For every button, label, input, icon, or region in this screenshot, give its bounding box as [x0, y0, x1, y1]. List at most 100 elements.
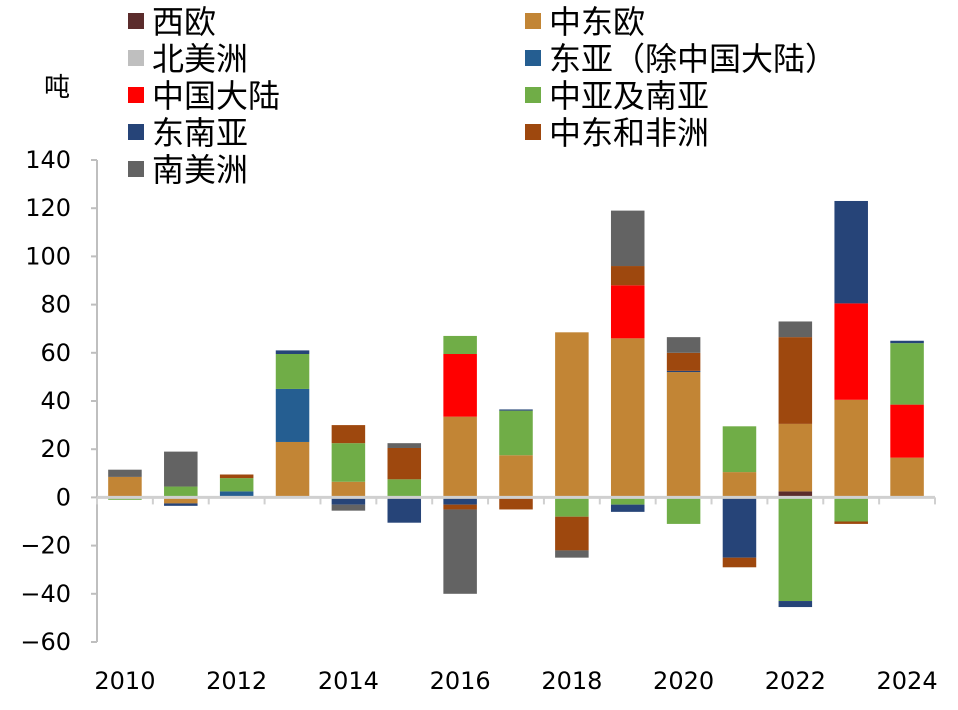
legend-label: 中亚及南亚: [549, 77, 709, 115]
x-tick-label: 2016: [430, 667, 491, 695]
legend-swatch: [128, 13, 144, 29]
bar-segment: [610, 285, 645, 339]
bar-segment: [555, 497, 589, 517]
bar-segment: [387, 447, 422, 480]
legend-label: 中东和非洲: [549, 114, 709, 152]
bar-segment: [834, 497, 868, 522]
bar-segment: [331, 481, 366, 498]
x-tick-label: 2022: [765, 667, 826, 695]
bar-segment: [275, 388, 310, 442]
bar-segment: [499, 410, 533, 456]
y-tick-label: −20: [20, 532, 71, 560]
x-tick-label: 2020: [653, 667, 714, 695]
bar-segment: [331, 497, 366, 505]
bar-segment: [443, 335, 477, 355]
bar-segment: [610, 497, 645, 505]
bar-segment: [890, 457, 924, 498]
bar-segment: [722, 426, 757, 473]
y-tick-label: −60: [20, 628, 71, 656]
x-tick-label: 2018: [541, 667, 602, 695]
bar-layer: [108, 200, 924, 608]
bar-segment: [443, 504, 477, 510]
bar-segment: [778, 423, 813, 492]
bar-segment: [890, 343, 924, 405]
bar-segment: [499, 409, 533, 411]
bar-segment: [219, 478, 254, 492]
x-tick-label: 2012: [206, 667, 267, 695]
bar-segment: [219, 474, 254, 479]
bar-segment: [555, 332, 589, 498]
y-tick-label: 40: [40, 387, 71, 415]
bar-segment: [331, 425, 366, 444]
y-tick-label: 60: [40, 339, 71, 367]
bar-segment: [387, 479, 422, 498]
bar-segment: [834, 399, 868, 498]
y-tick-label: 80: [40, 291, 71, 319]
bar-segment: [834, 303, 868, 400]
bar-segment: [666, 337, 701, 353]
bar-segment: [890, 404, 924, 458]
bar-segment: [164, 451, 198, 487]
legend-label: 东南亚: [152, 114, 248, 152]
bar-segment: [275, 350, 310, 355]
bar-segment: [275, 441, 310, 498]
bar-segment: [108, 476, 142, 498]
y-tick-label: 140: [25, 146, 71, 174]
legend-label: 西欧: [152, 3, 216, 41]
bar-segment: [722, 557, 757, 568]
x-tick-label: 2024: [877, 667, 938, 695]
y-tick-label: 100: [25, 242, 71, 270]
bar-segment: [778, 497, 813, 602]
y-axis-unit-label: 吨: [44, 73, 70, 103]
legend-swatch: [525, 13, 541, 29]
bar-segment: [108, 469, 142, 477]
y-tick-label: 20: [40, 435, 71, 463]
bar-segment: [610, 504, 645, 512]
bar-segment: [610, 338, 645, 498]
bar-segment: [443, 497, 477, 505]
bar-segment: [387, 497, 422, 523]
legend-label: 中东欧: [549, 3, 645, 41]
legend-swatch: [525, 124, 541, 140]
bar-segment: [890, 340, 924, 344]
legend-label: 南美洲: [152, 151, 248, 189]
bar-segment: [834, 521, 868, 524]
bar-segment: [666, 372, 701, 498]
y-tick-label: 120: [25, 194, 71, 222]
legend-swatch: [128, 124, 144, 140]
y-tick-label: −40: [20, 580, 71, 608]
legend-swatch: [128, 50, 144, 66]
bar-segment: [443, 354, 477, 417]
legend-swatch: [525, 50, 541, 66]
x-tick-label: 2014: [318, 667, 379, 695]
bar-segment: [666, 370, 701, 373]
bar-segment: [610, 266, 645, 286]
bar-segment: [387, 443, 422, 448]
y-tick-layer: −60 −40 −20 0 20 40 60 80 100 120 140: [20, 146, 97, 656]
y-tick-label: 0: [56, 483, 71, 511]
x-tick-layer: 2010 2012 2014 2016 2018 2020 2022 2024: [94, 497, 938, 695]
bar-segment: [722, 497, 757, 558]
bar-segment: [443, 509, 477, 594]
bar-segment: [778, 321, 813, 338]
bar-segment: [666, 497, 701, 524]
bar-segment: [778, 601, 813, 608]
bar-segment: [164, 486, 198, 498]
bar-segment: [331, 504, 366, 511]
bar-segment: [219, 491, 254, 498]
bar-segment: [499, 497, 533, 510]
bar-segment: [722, 472, 757, 498]
bar-segment: [499, 455, 533, 498]
bar-segment: [275, 354, 310, 389]
legend-swatch: [128, 161, 144, 177]
legend-swatch: [525, 87, 541, 103]
bar-segment: [555, 550, 589, 558]
legend-label: 中国大陆: [152, 77, 280, 115]
bar-segment: [778, 491, 813, 498]
legend-label: 东亚（除中国大陆）: [549, 40, 837, 78]
bar-segment: [164, 503, 198, 506]
bar-segment: [834, 200, 868, 304]
x-tick-label: 2010: [94, 667, 155, 695]
